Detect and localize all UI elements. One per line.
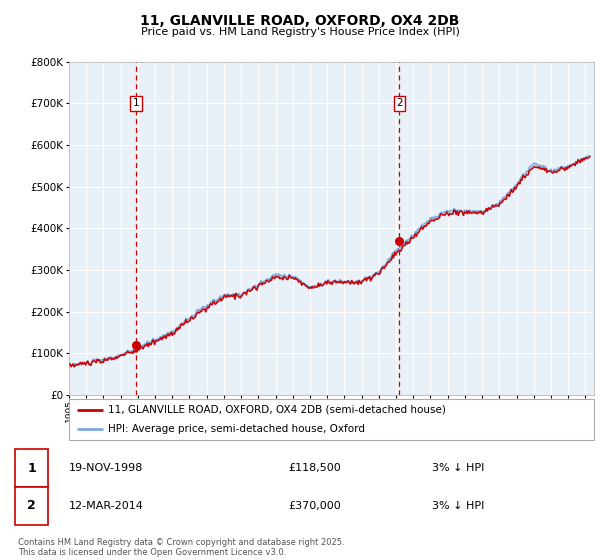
Text: 2: 2 [27, 499, 36, 512]
Text: 19-NOV-1998: 19-NOV-1998 [69, 463, 143, 473]
Text: 3% ↓ HPI: 3% ↓ HPI [432, 501, 484, 511]
Text: Price paid vs. HM Land Registry's House Price Index (HPI): Price paid vs. HM Land Registry's House … [140, 27, 460, 37]
Text: 3% ↓ HPI: 3% ↓ HPI [432, 463, 484, 473]
Text: HPI: Average price, semi-detached house, Oxford: HPI: Average price, semi-detached house,… [109, 424, 365, 434]
Text: 12-MAR-2014: 12-MAR-2014 [69, 501, 144, 511]
Text: 1: 1 [133, 98, 139, 108]
Text: £118,500: £118,500 [288, 463, 341, 473]
Text: £370,000: £370,000 [288, 501, 341, 511]
Text: 11, GLANVILLE ROAD, OXFORD, OX4 2DB (semi-detached house): 11, GLANVILLE ROAD, OXFORD, OX4 2DB (sem… [109, 405, 446, 415]
Text: Contains HM Land Registry data © Crown copyright and database right 2025.
This d: Contains HM Land Registry data © Crown c… [18, 538, 344, 557]
Text: 11, GLANVILLE ROAD, OXFORD, OX4 2DB: 11, GLANVILLE ROAD, OXFORD, OX4 2DB [140, 14, 460, 28]
FancyBboxPatch shape [69, 399, 594, 440]
Text: 2: 2 [396, 98, 403, 108]
Text: 1: 1 [27, 461, 36, 475]
